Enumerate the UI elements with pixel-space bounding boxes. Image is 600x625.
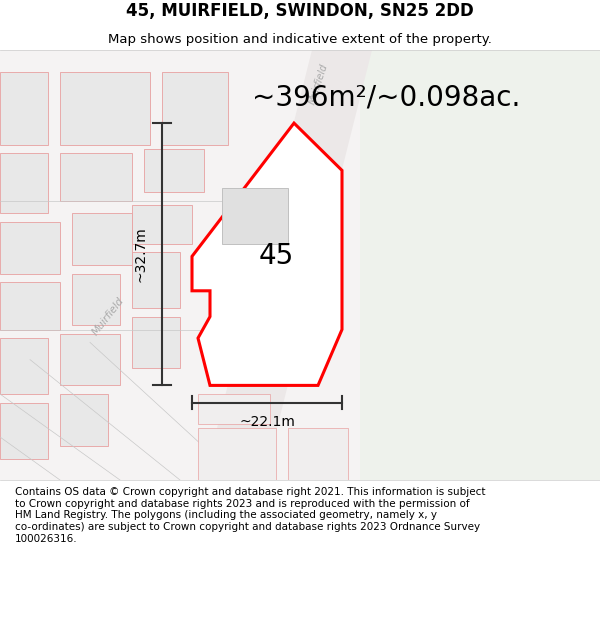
Polygon shape <box>288 428 348 480</box>
Polygon shape <box>60 153 132 201</box>
Text: ~32.7m: ~32.7m <box>133 226 147 282</box>
Text: ~396m²/~0.098ac.: ~396m²/~0.098ac. <box>252 83 520 111</box>
Text: Muirfield: Muirfield <box>307 62 329 106</box>
Polygon shape <box>162 71 228 144</box>
Text: 45: 45 <box>259 242 293 271</box>
Polygon shape <box>60 71 150 144</box>
Text: 45, MUIRFIELD, SWINDON, SN25 2DD: 45, MUIRFIELD, SWINDON, SN25 2DD <box>126 2 474 20</box>
Polygon shape <box>60 334 120 386</box>
Bar <box>360 50 600 480</box>
Text: ~22.1m: ~22.1m <box>239 416 295 429</box>
Polygon shape <box>132 252 180 308</box>
Polygon shape <box>0 71 48 144</box>
Polygon shape <box>144 149 204 192</box>
Polygon shape <box>72 274 120 325</box>
Polygon shape <box>192 123 342 386</box>
Polygon shape <box>198 428 276 480</box>
Text: Contains OS data © Crown copyright and database right 2021. This information is : Contains OS data © Crown copyright and d… <box>15 488 485 544</box>
Polygon shape <box>0 222 60 274</box>
Polygon shape <box>0 282 60 329</box>
Polygon shape <box>132 317 180 368</box>
Text: Muirfield: Muirfield <box>90 296 126 338</box>
Polygon shape <box>72 213 132 265</box>
Polygon shape <box>222 188 288 244</box>
Polygon shape <box>0 402 48 459</box>
Polygon shape <box>0 338 48 394</box>
Polygon shape <box>0 153 48 213</box>
Bar <box>0 50 360 480</box>
Polygon shape <box>198 394 270 424</box>
Polygon shape <box>60 394 108 446</box>
Polygon shape <box>204 50 372 480</box>
Polygon shape <box>132 205 192 244</box>
Text: Map shows position and indicative extent of the property.: Map shows position and indicative extent… <box>108 32 492 46</box>
